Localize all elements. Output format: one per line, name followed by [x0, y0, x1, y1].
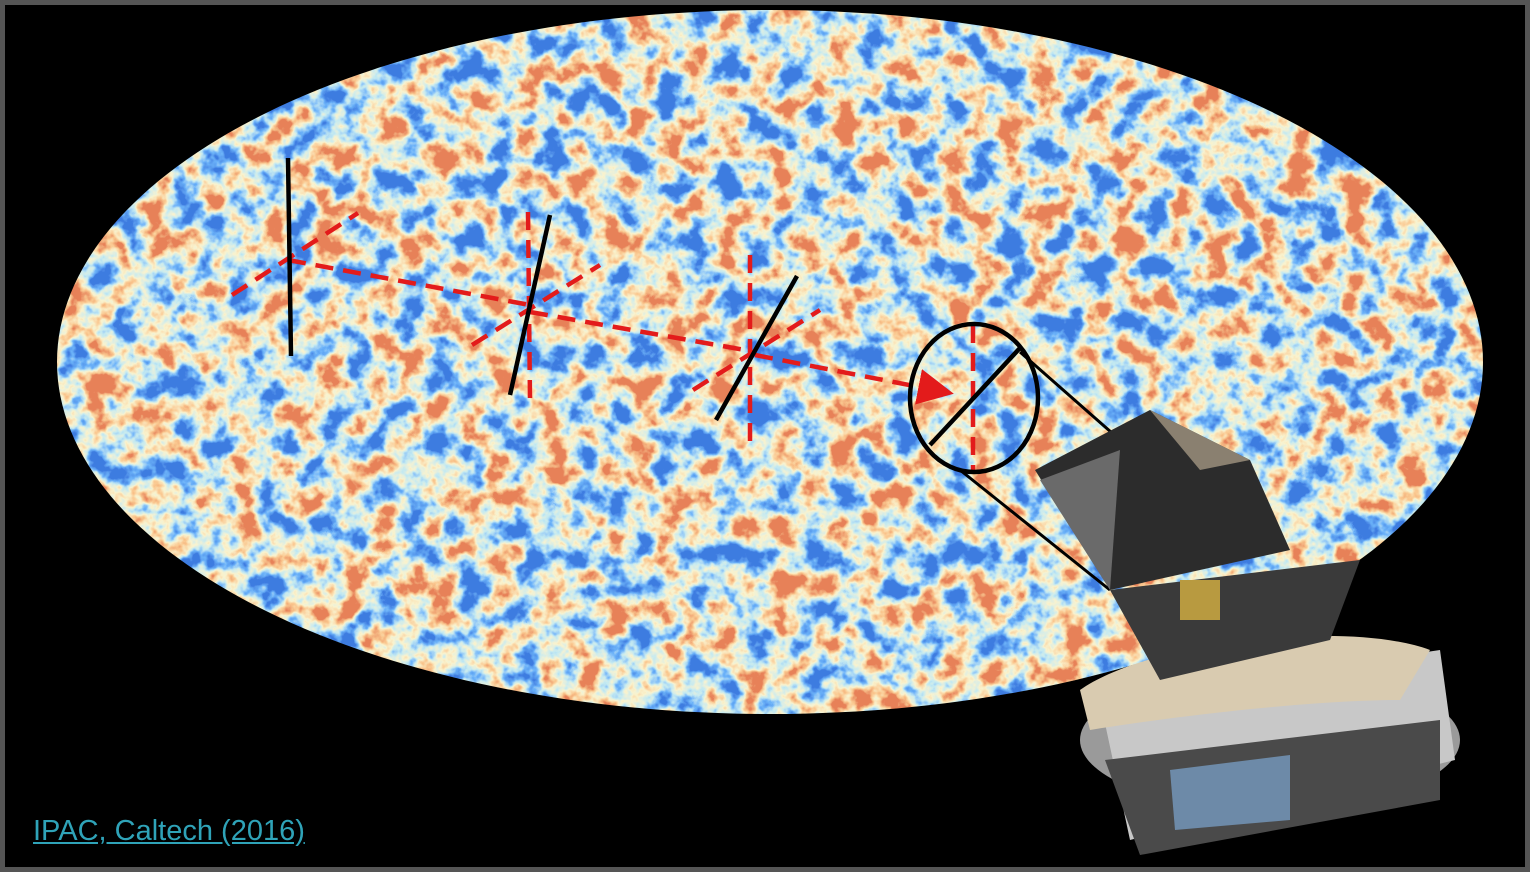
credit-link[interactable]: IPAC, Caltech (2016) [33, 815, 305, 848]
slide: IPAC, Caltech (2016) [0, 0, 1530, 872]
illustration [5, 5, 1525, 867]
